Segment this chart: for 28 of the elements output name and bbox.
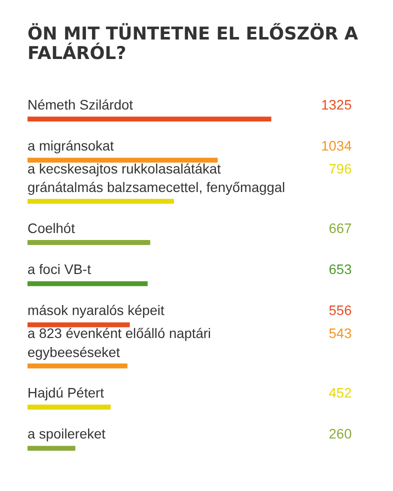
y-tick-label: a migránsokat (28, 138, 114, 154)
bar (28, 198, 174, 204)
bar (28, 116, 272, 122)
bar (28, 404, 111, 410)
bar (28, 281, 148, 286)
data-label: 1325 (321, 97, 352, 112)
y-tick-label: a 823 évenként előálló naptári egybeeséseket (28, 326, 211, 360)
chart-title: ÖN MIT TÜNTETNE EL ELŐSZÖR A FALÁRÓL? (28, 22, 358, 64)
bar (28, 158, 218, 163)
y-tick-label: Hajdú Pétert (28, 385, 104, 400)
data-label: 1034 (321, 138, 352, 154)
y-tick-label: a spoilereket (28, 426, 106, 442)
data-label: 543 (328, 326, 352, 342)
data-label: 653 (328, 262, 352, 278)
data-label: 260 (328, 426, 352, 442)
data-label: 796 (328, 162, 352, 177)
bar (28, 240, 150, 245)
data-label: 452 (328, 385, 352, 400)
bar (28, 322, 130, 328)
bar (28, 364, 128, 368)
data-label: 556 (328, 303, 352, 318)
y-tick-label: Németh Szilárdot (28, 97, 134, 112)
y-tick-label: a foci VB-t (28, 262, 92, 278)
data-label: 667 (328, 220, 352, 236)
y-tick-label: a kecskesajtos rukkolasalátákat gránátalmás balzsamecettel, fenyőmaggal (28, 162, 286, 196)
bar (28, 446, 76, 451)
y-tick-label: mások nyaralós képeit (28, 303, 164, 318)
y-tick-label: Coelhót (28, 220, 76, 236)
